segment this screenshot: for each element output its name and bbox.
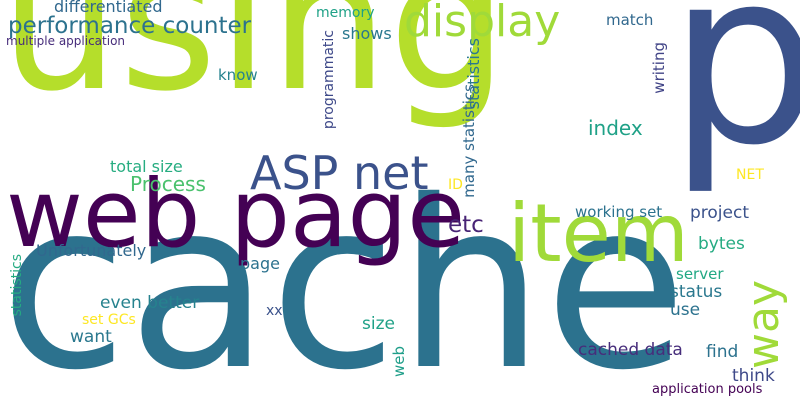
word-total-size: total size (110, 157, 183, 176)
word-memory: memory (316, 5, 375, 21)
word-web: web (390, 346, 408, 378)
word-differentiated: differentiated (54, 0, 163, 16)
word-way: way (738, 280, 789, 369)
word-cache: cache (0, 151, 688, 400)
word-xx: xx (266, 303, 283, 319)
word-index: index (588, 116, 643, 140)
word-match: match (606, 11, 654, 29)
word-use: use (670, 300, 701, 320)
word-working-set: working set (575, 203, 663, 221)
word-set-gcs: set GCs (82, 312, 136, 328)
word-cached-data: cached data (578, 340, 683, 360)
word-find: find (706, 342, 739, 362)
word-status: status (670, 282, 723, 302)
word-item: item (508, 187, 689, 280)
word-project: project (690, 203, 750, 223)
word-web-page: web page (6, 160, 466, 269)
word-performance-counter: performance counter (8, 13, 252, 39)
word-programmatic: programmatic (321, 30, 337, 130)
word-size: size (362, 314, 395, 334)
word-bytes: bytes (698, 234, 745, 254)
word-know: know (218, 66, 258, 84)
word-application-pools: application pools (652, 382, 763, 397)
word-unfortunately: Unfortunately (36, 241, 147, 260)
word-even-better: even better (100, 293, 200, 313)
word-multiple-application: multiple application (6, 34, 126, 48)
word-page: page (240, 254, 280, 273)
word-process: Process (130, 172, 206, 196)
word-think: think (732, 366, 775, 386)
word-many-statistics: many statistics (460, 84, 478, 198)
word-net: NET (736, 167, 764, 183)
word-asp-net: ASP net (250, 146, 429, 200)
word-id: ID (448, 177, 463, 193)
word-statistics-2: statistics (9, 254, 25, 317)
word-server: server (676, 265, 724, 283)
word-etc: etc (448, 212, 484, 238)
word-want: want (70, 327, 112, 347)
word-writing: writing (650, 42, 668, 94)
word-shows: shows (342, 24, 392, 43)
word-display: display (404, 0, 561, 47)
word-p: p (668, 0, 800, 198)
word-using: using (0, 0, 508, 133)
